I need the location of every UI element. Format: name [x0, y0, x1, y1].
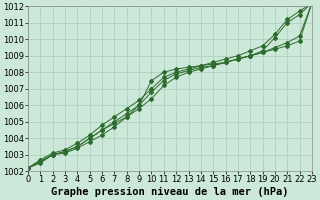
X-axis label: Graphe pression niveau de la mer (hPa): Graphe pression niveau de la mer (hPa)	[51, 187, 289, 197]
